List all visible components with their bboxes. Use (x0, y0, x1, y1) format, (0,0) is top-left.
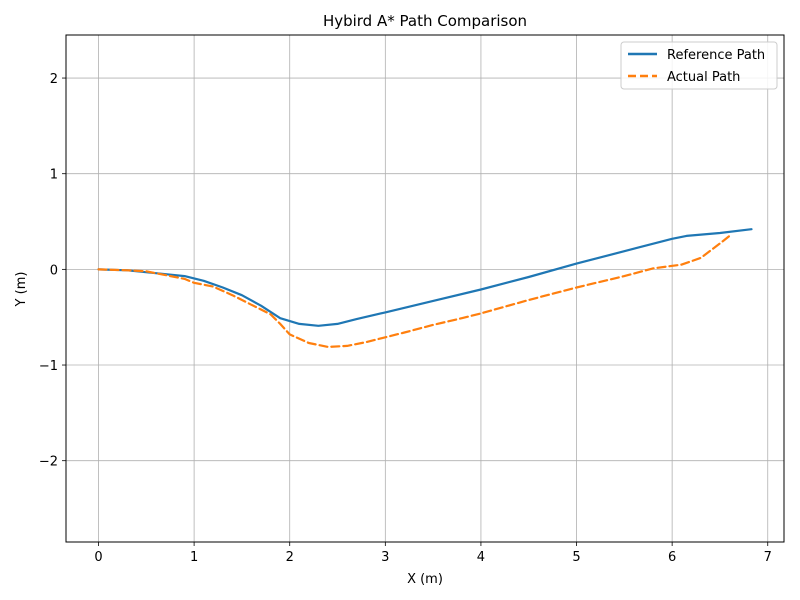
y-axis-label: Y (m) (14, 272, 29, 308)
y-tick-label: −2 (39, 455, 58, 470)
series-line-actual-path (97, 234, 731, 348)
y-tick-label: −1 (39, 359, 58, 374)
legend-box (620, 41, 778, 90)
y-tick-label: 0 (50, 263, 58, 278)
x-tick-label: 7 (764, 550, 772, 565)
x-tick-label: 2 (286, 550, 294, 565)
plot-frame (65, 34, 785, 543)
y-tick-label: 2 (50, 72, 58, 87)
x-tick-label: 4 (477, 550, 485, 565)
legend-label-reference: Reference Path (667, 48, 765, 63)
x-tick-label: 1 (190, 550, 198, 565)
legend-label-actual: Actual Path (667, 70, 740, 85)
chart-title: Hybird A* Path Comparison (323, 12, 527, 30)
legend: Reference Path Actual Path (620, 41, 778, 90)
axis-ticks: 0 1 2 3 4 5 6 7 −2 −1 0 1 2 (39, 72, 772, 565)
x-tick-label: 6 (668, 550, 676, 565)
x-tick-label: 5 (572, 550, 580, 565)
series-line-reference-path (97, 228, 753, 327)
y-tick-label: 1 (50, 168, 58, 183)
x-tick-label: 0 (94, 550, 102, 565)
x-tick-label: 3 (381, 550, 389, 565)
plot-series (97, 228, 753, 348)
x-axis-label: X (m) (407, 572, 443, 587)
